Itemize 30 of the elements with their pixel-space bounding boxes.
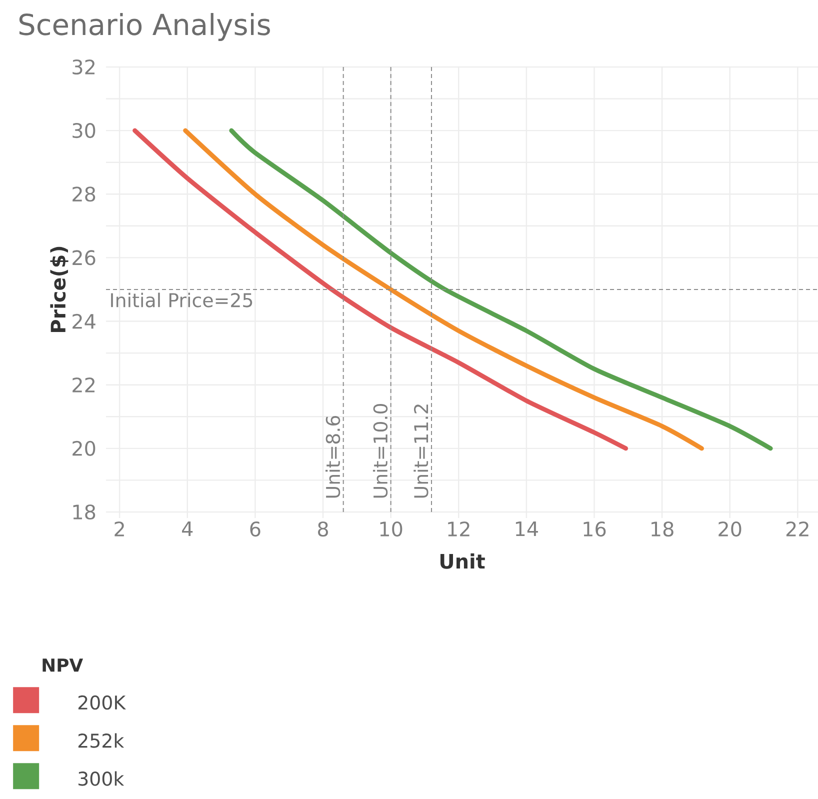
x-tick-label: 16 — [584, 522, 606, 537]
ref-line-label: Unit=8.6 — [326, 416, 340, 498]
legend-title: NPV — [42, 658, 84, 672]
legend-label: 300k — [78, 771, 124, 786]
y-tick-label: 20 — [72, 440, 96, 456]
ref-line-label: Initial Price=25 — [111, 292, 252, 308]
x-tick-label: 8 — [318, 522, 328, 537]
x-tick-label: 22 — [786, 522, 808, 536]
x-tick-label: 6 — [250, 522, 260, 537]
x-tick-label: 14 — [516, 522, 538, 536]
y-tick-label: 22 — [72, 377, 94, 392]
x-tick-label: 10 — [380, 522, 402, 537]
x-tick-label: 12 — [448, 522, 470, 536]
legend-label: 200K — [78, 695, 126, 710]
y-tick-label: 24 — [72, 314, 96, 329]
x-tick-label: 20 — [718, 522, 742, 537]
ref-line-label: Unit=11.2 — [414, 404, 428, 498]
x-axis-title: Unit — [440, 553, 485, 569]
chart-title: Scenario Analysis — [19, 13, 270, 41]
y-tick-label: 26 — [72, 250, 96, 266]
x-tick-label: 2 — [114, 522, 124, 536]
y-tick-label: 32 — [72, 59, 94, 75]
ref-line-label: Unit=10.0 — [372, 404, 388, 498]
y-axis-title: Price($) — [50, 246, 68, 332]
x-tick-label: 4 — [182, 522, 193, 536]
x-tick-label: 18 — [652, 522, 674, 537]
y-tick-label: 28 — [72, 186, 96, 202]
y-tick-label: 30 — [72, 123, 96, 138]
legend-label: 252k — [78, 733, 124, 748]
y-tick-label: 18 — [73, 504, 96, 520]
